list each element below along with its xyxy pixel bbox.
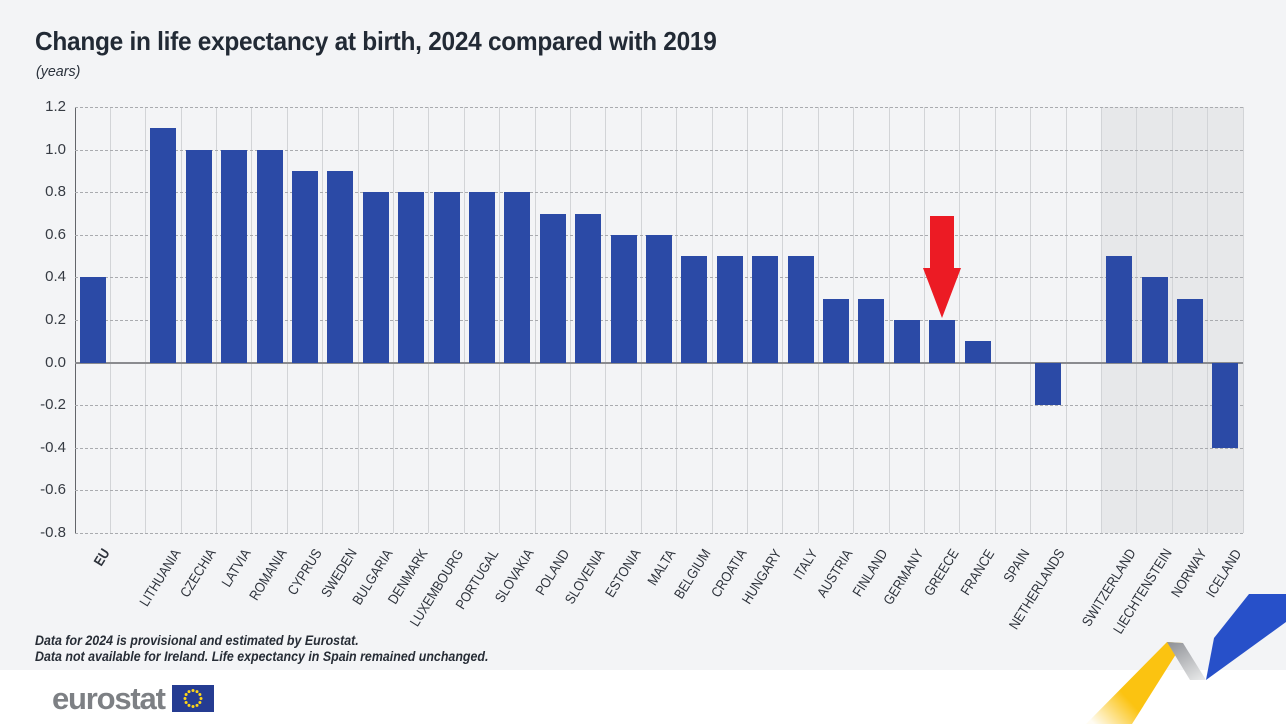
gridline-horizontal <box>75 405 1243 407</box>
bar-luxembourg <box>433 192 460 363</box>
bar-romania <box>256 149 283 363</box>
bar-lithuania <box>150 128 177 363</box>
bar-hungary <box>752 256 779 363</box>
bar-norway <box>1176 298 1203 363</box>
ribbon-gray-fold <box>1167 642 1206 680</box>
y-tick-0.0: 0.0 <box>45 353 66 371</box>
y-tick-1.2: 1.2 <box>45 98 66 115</box>
red-arrow-icon <box>923 216 962 323</box>
bar-malta <box>646 234 672 363</box>
bar-finland <box>858 298 885 363</box>
y-tick-1.0: 1.0 <box>45 140 66 158</box>
x-label-text: MALTA <box>644 546 679 588</box>
bar-slovakia <box>504 192 531 363</box>
bar-croatia <box>716 256 743 363</box>
footer-strip <box>0 670 1286 724</box>
bar-greece <box>929 320 956 363</box>
ribbon-yellow-stripe <box>1086 642 1183 724</box>
bar-estonia <box>610 234 637 363</box>
footnote-line-1: Data for 2024 is provisional and estimat… <box>35 633 359 648</box>
y-tick--0.4: -0.4 <box>40 438 66 456</box>
bar-switzerland <box>1106 256 1133 363</box>
x-label-text: EU <box>89 546 113 569</box>
gridline-vertical <box>1242 107 1244 533</box>
footnotes: Data for 2024 is provisional and estimat… <box>35 633 488 664</box>
y-tick-0.4: 0.4 <box>45 268 66 286</box>
eurostat-logo-text: eurostat <box>52 680 166 716</box>
gridline-horizontal <box>75 447 1243 449</box>
bar-cyprus <box>292 170 319 363</box>
chart-title: Change in life expectancy at birth, 2024… <box>35 26 717 56</box>
bar-italy <box>787 256 814 363</box>
bar-sweden <box>327 170 354 363</box>
bar-portugal <box>469 192 496 363</box>
y-tick-0.2: 0.2 <box>45 311 66 328</box>
zero-axis-line <box>75 361 1243 364</box>
gridline-horizontal <box>75 149 1243 151</box>
bar-netherlands <box>1035 362 1062 406</box>
y-tick-0.8: 0.8 <box>45 183 66 201</box>
x-label-text: ITALY <box>789 546 821 582</box>
footnote-line-2: Data not available for Ireland. Life exp… <box>35 648 489 664</box>
x-label-text: SPAIN <box>999 546 1033 586</box>
y-tick--0.6: -0.6 <box>40 481 66 499</box>
bar-germany <box>893 320 920 363</box>
y-tick--0.2: -0.2 <box>40 396 66 414</box>
eurostat-logo: eurostat <box>52 682 214 714</box>
bar-poland <box>539 213 566 363</box>
bar-iceland <box>1212 362 1239 448</box>
y-tick-0.6: 0.6 <box>45 225 66 243</box>
bar-latvia <box>221 149 248 363</box>
y-tick--0.8: -0.8 <box>40 524 66 541</box>
bar-eu <box>79 277 106 363</box>
gridline-horizontal <box>75 490 1243 492</box>
bar-austria <box>822 298 849 363</box>
bar-france <box>964 341 991 363</box>
gridline-horizontal <box>75 107 1243 108</box>
bar-czechia <box>185 149 212 363</box>
ribbon-decoration <box>1086 594 1286 724</box>
bar-bulgaria <box>362 192 389 363</box>
gridline-horizontal <box>75 533 1243 534</box>
bar-slovenia <box>575 213 602 363</box>
ribbon-blue-stripe <box>1206 594 1286 680</box>
chart-unit-label: (years) <box>36 63 81 80</box>
eu-flag-icon <box>171 684 214 712</box>
bar-denmark <box>398 192 425 363</box>
bar-belgium <box>681 256 708 363</box>
bar-liechtenstein <box>1141 277 1168 363</box>
x-label-text: LATVIA <box>218 546 254 590</box>
gridline-horizontal <box>75 192 1243 194</box>
